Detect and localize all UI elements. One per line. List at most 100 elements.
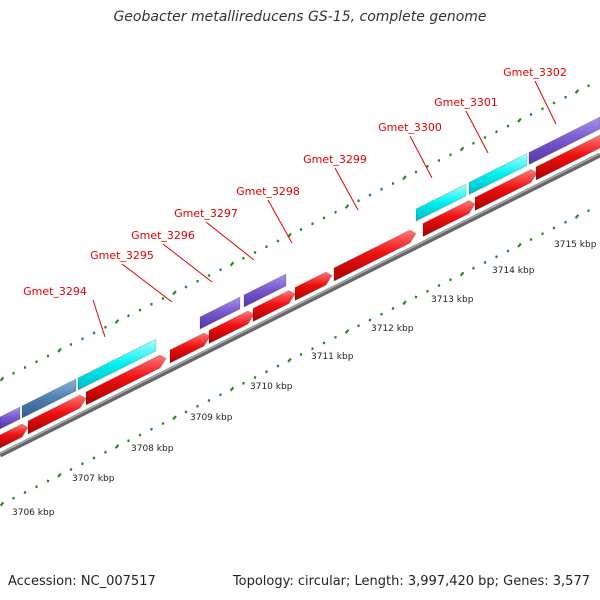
gene-label: Gmet_3296 [131,229,195,242]
map-title: Geobacter metallireducens GS-15, complet… [113,9,487,25]
lower-tick-mark [81,462,84,466]
gene-label: Gmet_3299 [303,153,367,166]
lower-tick-mark [414,295,418,299]
feature-cyan [77,338,157,391]
gene-leader-line [205,221,255,261]
genome-stats-text: Topology: circular; Length: 3,997,420 bp… [232,574,590,589]
upper-tick-mark [380,187,383,191]
upper-tick-mark [184,285,188,289]
cds-arrow [294,271,333,301]
upper-tick-mark [344,204,350,209]
gene-leader-line [121,263,173,303]
lower-tick-mark [287,357,292,363]
lower-tick-mark [114,444,120,449]
upper-tick-mark [35,360,38,364]
cds-arrow [27,394,87,435]
upper-tick-mark [104,325,107,329]
upper-tick-mark [426,164,429,168]
lower-tick-mark [23,491,27,494]
upper-tick-mark [276,239,280,243]
accession-text: Accession: NC_007517 [8,574,156,589]
tick-label: 3711 kbp [311,352,354,362]
cds-arrow [169,332,211,364]
upper-tick-mark [437,159,441,162]
lower-tick-mark [391,307,395,310]
tick-label: 3707 kbp [72,474,115,484]
lower-tick-mark [402,300,407,306]
upper-tick-mark [0,376,5,382]
upper-tick-mark [219,268,222,272]
feature-slate [21,378,77,419]
lower-tick-mark [229,386,235,392]
upper-tick-mark [574,89,580,94]
lower-tick-mark [242,381,245,385]
feature-cyan [468,153,528,195]
gene-label: Gmet_3300 [378,121,442,134]
lower-tick-mark [104,450,107,454]
upper-tick-mark [127,314,130,318]
lower-tick-mark [265,370,268,374]
upper-tick-mark [459,146,465,152]
upper-tick-mark [114,319,120,324]
cds-arrow [333,229,417,282]
lower-tick-mark [138,433,142,437]
upper-tick-mark [265,245,268,249]
upper-tick-mark [506,124,510,128]
gene-label: Gmet_3295 [90,249,154,262]
cds-arrow [252,290,296,322]
upper-tick-mark [414,170,418,174]
feature-purple [0,406,21,430]
upper-tick-mark [92,331,96,335]
upper-tick-mark [449,153,452,157]
cds-arrow [474,169,538,211]
gene-leader-line [409,135,433,179]
upper-tick-mark [46,354,50,358]
lower-tick-mark [46,479,50,483]
upper-tick-mark [57,347,62,353]
lower-tick-mark [161,422,165,425]
upper-tick-mark [402,175,407,181]
feature-purple [199,296,241,330]
cds-arrow [535,134,600,181]
backbone-highlight [0,152,600,455]
lower-tick-mark [344,329,350,334]
gene-leader-line [162,243,213,283]
lower-tick-mark [35,485,38,489]
gene-label: Gmet_3297 [174,207,238,220]
feature-purple [528,116,600,165]
feature-cyan [415,183,467,222]
upper-tick-mark [253,251,257,254]
gene-label: Gmet_3302 [503,66,567,79]
upper-tick-mark [69,343,73,346]
lower-tick-mark [552,226,556,230]
gene-leader-line [534,80,557,125]
gene-leader-line [92,299,106,338]
lower-tick-mark [459,271,465,277]
upper-tick-mark [552,101,556,105]
upper-tick-mark [483,136,487,139]
upper-tick-mark [368,193,372,197]
lower-tick-mark [357,324,360,328]
upper-tick-mark [242,256,245,260]
lower-tick-mark [483,261,487,264]
lower-tick-mark [299,353,303,356]
cds-arrow [85,354,167,406]
upper-tick-mark [81,337,84,341]
upper-tick-mark [161,297,165,300]
backbone-line [0,152,600,458]
lower-tick-mark [150,427,153,431]
upper-tick-mark [529,113,533,116]
upper-tick-mark [564,95,567,99]
lower-tick-mark [506,249,510,253]
tick-label: 3715 kbp [554,240,597,250]
lower-tick-mark [0,501,5,507]
gene-label: Gmet_3298 [236,185,300,198]
upper-tick-mark [138,308,142,312]
lower-tick-mark [449,278,452,282]
upper-tick-mark [196,279,199,283]
cds-arrow [0,423,29,449]
lower-tick-mark [529,238,533,241]
cds-arrow [208,310,255,344]
tick-label: 3709 kbp [190,413,233,423]
